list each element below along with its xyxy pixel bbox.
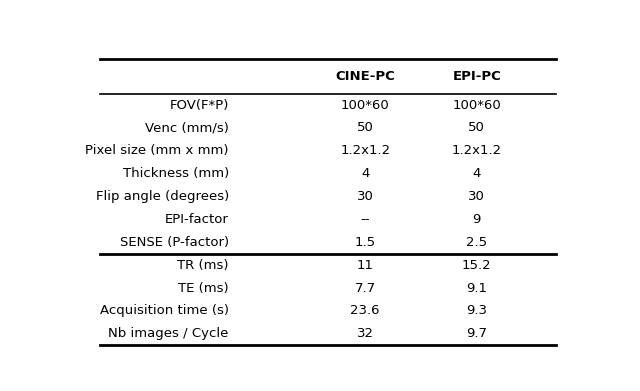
Text: 100*60: 100*60 xyxy=(341,99,390,111)
Text: FOV(F*P): FOV(F*P) xyxy=(170,99,229,111)
Text: 50: 50 xyxy=(468,122,485,135)
Text: Flip angle (degrees): Flip angle (degrees) xyxy=(95,190,229,203)
Text: 30: 30 xyxy=(356,190,374,203)
Text: 15.2: 15.2 xyxy=(462,259,492,272)
Text: SENSE (P-factor): SENSE (P-factor) xyxy=(120,236,229,249)
Text: 2.5: 2.5 xyxy=(466,236,488,249)
Text: --: -- xyxy=(360,213,370,226)
Text: 1.2x1.2: 1.2x1.2 xyxy=(452,144,502,157)
Text: CINE-PC: CINE-PC xyxy=(335,70,395,83)
Text: 4: 4 xyxy=(472,167,481,180)
Text: Nb images / Cycle: Nb images / Cycle xyxy=(108,327,229,340)
Text: Thickness (mm): Thickness (mm) xyxy=(122,167,229,180)
Text: EPI-factor: EPI-factor xyxy=(165,213,229,226)
Text: 11: 11 xyxy=(356,259,374,272)
Text: Acquisition time (s): Acquisition time (s) xyxy=(100,305,229,317)
Text: Venc (mm/s): Venc (mm/s) xyxy=(145,122,229,135)
Text: 1.5: 1.5 xyxy=(355,236,376,249)
Text: 1.2x1.2: 1.2x1.2 xyxy=(340,144,390,157)
Text: 100*60: 100*60 xyxy=(452,99,501,111)
Text: TR (ms): TR (ms) xyxy=(177,259,229,272)
Text: 23.6: 23.6 xyxy=(351,305,380,317)
Text: TE (ms): TE (ms) xyxy=(178,282,229,294)
Text: 32: 32 xyxy=(356,327,374,340)
Text: 9: 9 xyxy=(472,213,481,226)
Text: Pixel size (mm x mm): Pixel size (mm x mm) xyxy=(85,144,229,157)
Text: 7.7: 7.7 xyxy=(355,282,376,294)
Text: 4: 4 xyxy=(361,167,369,180)
Text: 30: 30 xyxy=(468,190,485,203)
Text: EPI-PC: EPI-PC xyxy=(452,70,501,83)
Text: 9.3: 9.3 xyxy=(467,305,487,317)
Text: 50: 50 xyxy=(356,122,374,135)
Text: 9.7: 9.7 xyxy=(467,327,487,340)
Text: 9.1: 9.1 xyxy=(467,282,487,294)
